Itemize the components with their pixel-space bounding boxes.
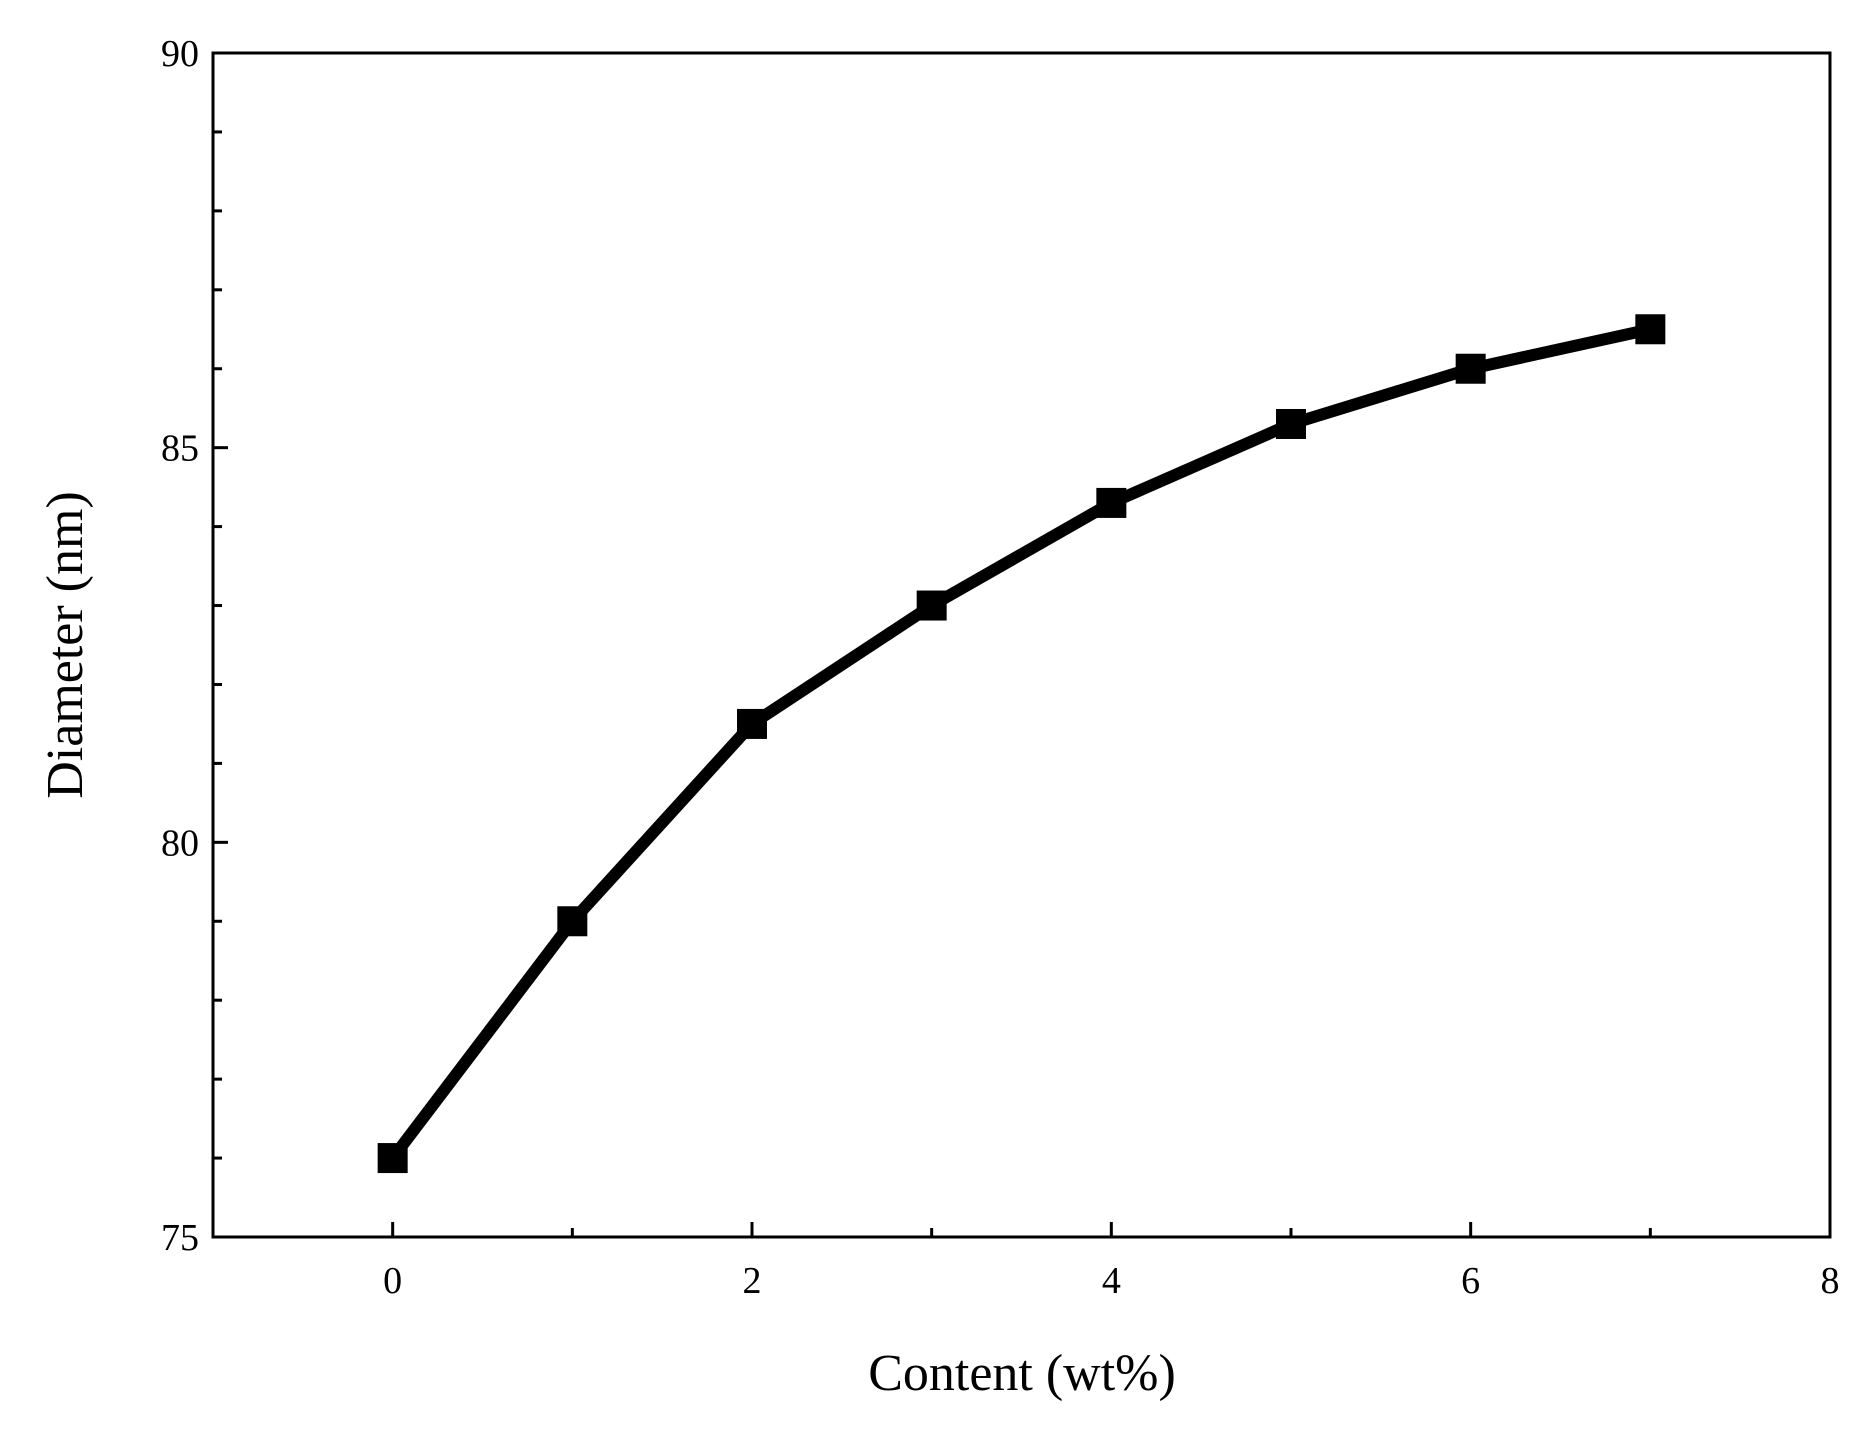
y-tick-label: 85 bbox=[161, 428, 199, 470]
x-tick-label: 0 bbox=[383, 1260, 402, 1302]
x-tick-label: 4 bbox=[1102, 1260, 1121, 1302]
x-tick-label: 8 bbox=[1821, 1260, 1840, 1302]
data-line bbox=[387, 323, 1652, 1162]
x-axis-label: Content (wt%) bbox=[868, 1345, 1176, 1402]
x-tick-label: 6 bbox=[1461, 1260, 1480, 1302]
plot-frame bbox=[211, 51, 1832, 1239]
data-marker bbox=[1096, 487, 1127, 518]
x-tick-label: 2 bbox=[743, 1260, 762, 1302]
y-axis-label: Diameter (nm) bbox=[37, 491, 94, 799]
data-marker bbox=[1455, 353, 1486, 384]
data-marker bbox=[1635, 314, 1666, 345]
y-tick-label: 75 bbox=[161, 1217, 199, 1259]
data-marker bbox=[737, 708, 767, 739]
data-marker bbox=[916, 590, 947, 621]
data-marker bbox=[557, 906, 588, 937]
data-marker bbox=[1276, 408, 1306, 439]
y-tick-label: 80 bbox=[161, 822, 199, 864]
y-tick-label: 90 bbox=[161, 33, 199, 75]
data-marker bbox=[377, 1143, 408, 1174]
